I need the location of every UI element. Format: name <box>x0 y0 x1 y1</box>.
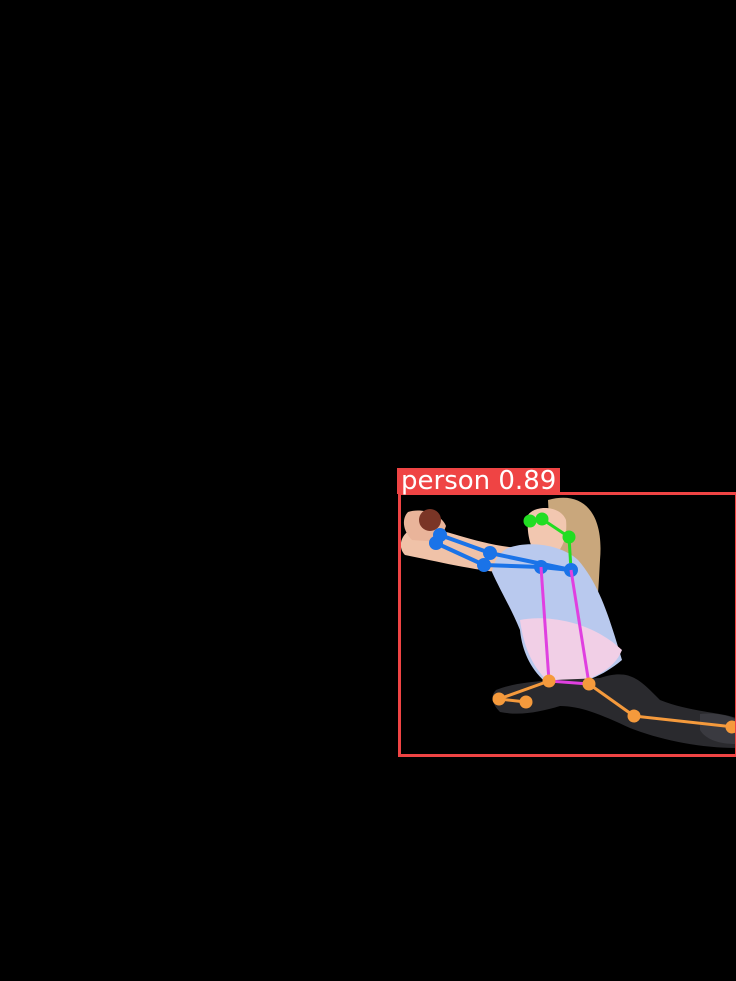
shoe-shape <box>700 713 736 744</box>
detection-label: person 0.89 <box>397 466 561 496</box>
pants-shape <box>492 674 736 748</box>
held-object <box>419 509 441 531</box>
arm-keypoints <box>429 528 578 577</box>
torso-keypoints <box>539 566 591 686</box>
detection-confidence: 0.89 <box>498 466 557 496</box>
detection-class-name: person <box>401 466 491 496</box>
detection-bounding-box <box>398 492 736 757</box>
leg-keypoints <box>492 674 736 734</box>
head-keypoints <box>523 512 576 571</box>
